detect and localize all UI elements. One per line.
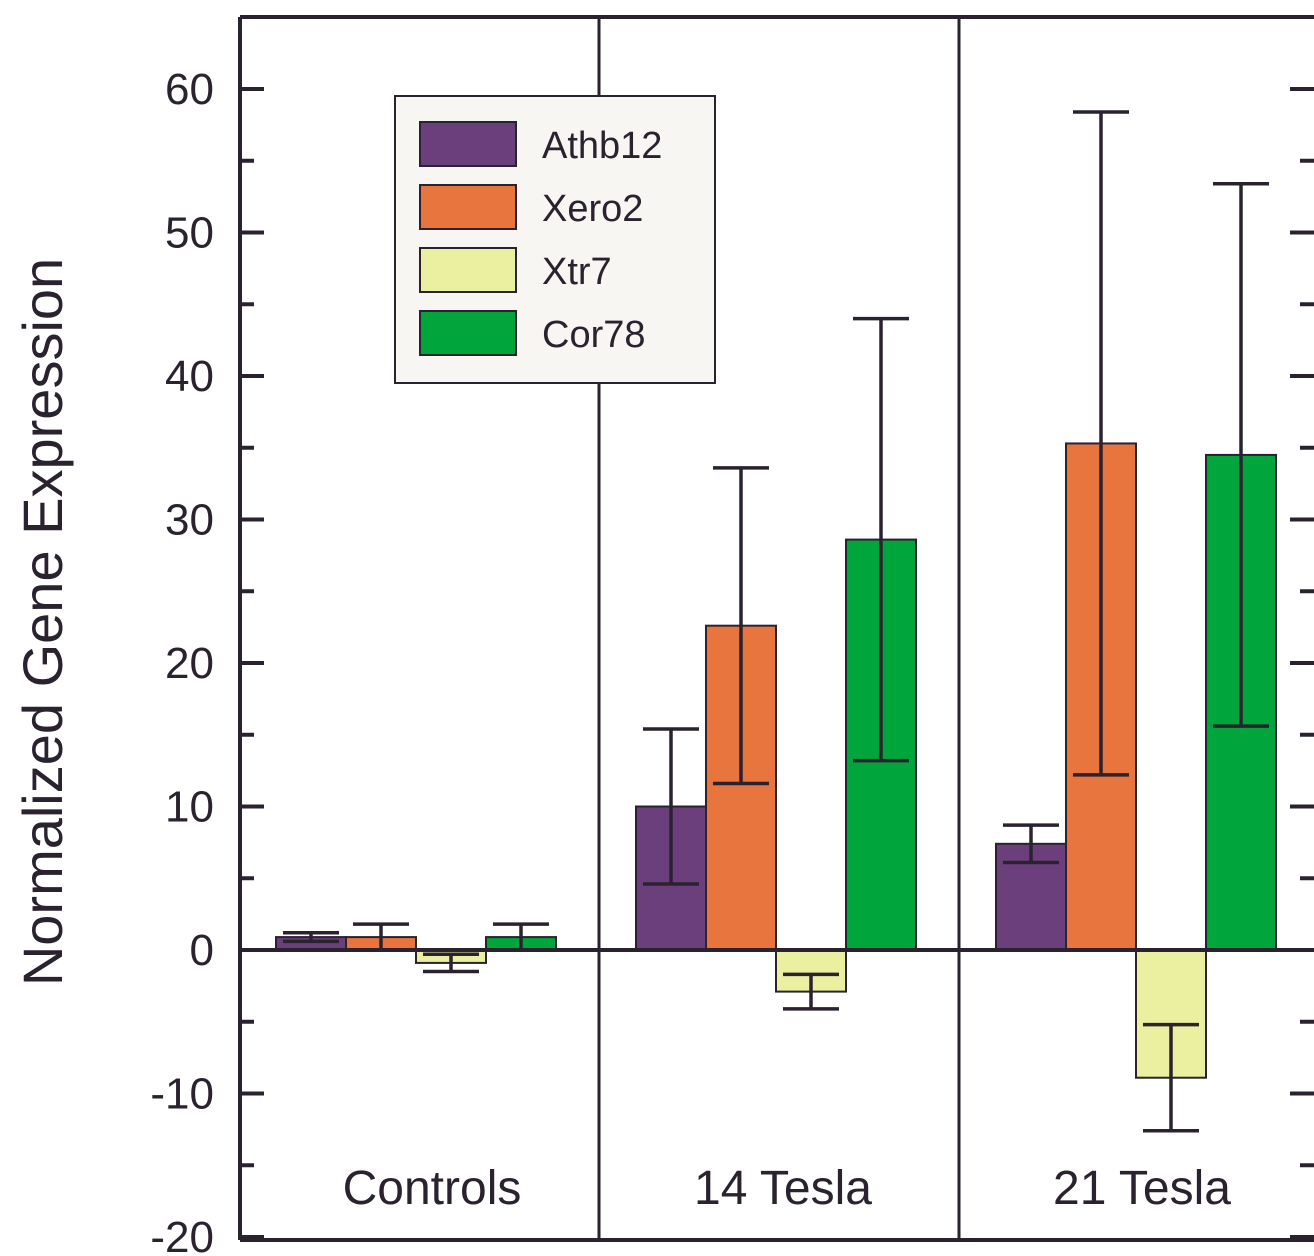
y-tick-label: 20 (165, 639, 214, 688)
y-tick-label: -20 (150, 1213, 214, 1256)
y-axis-ticks: -20 -10 0 10 20 30 40 50 60 (150, 65, 1314, 1256)
group-label: 14 Tesla (694, 1162, 872, 1215)
group-label: Controls (343, 1162, 522, 1215)
legend-swatch (419, 121, 517, 167)
group-labels: Controls 14 Tesla 21 Tesla (343, 1162, 1232, 1215)
y-tick-label: 0 (190, 926, 214, 975)
y-tick-label: 50 (165, 209, 214, 258)
legend-label: Xero2 (542, 188, 643, 230)
legend: Athb12 Xero2 Xtr7 Cor78 (394, 95, 716, 384)
legend-swatch (419, 184, 517, 230)
y-tick-label: 40 (165, 352, 214, 401)
legend-label: Cor78 (542, 314, 646, 356)
legend-label: Athb12 (542, 125, 662, 167)
y-tick-label: 60 (165, 65, 214, 114)
y-tick-label: -10 (150, 1070, 214, 1119)
group-label: 21 Tesla (1053, 1162, 1231, 1215)
bars (275, 442, 1277, 1079)
legend-swatch (419, 310, 517, 356)
y-tick-label: 10 (165, 783, 214, 832)
legend-label: Xtr7 (542, 251, 612, 293)
legend-swatch (419, 247, 517, 293)
y-axis-title: Normalized Gene Expression (11, 258, 74, 986)
y-tick-label: 30 (165, 496, 214, 545)
